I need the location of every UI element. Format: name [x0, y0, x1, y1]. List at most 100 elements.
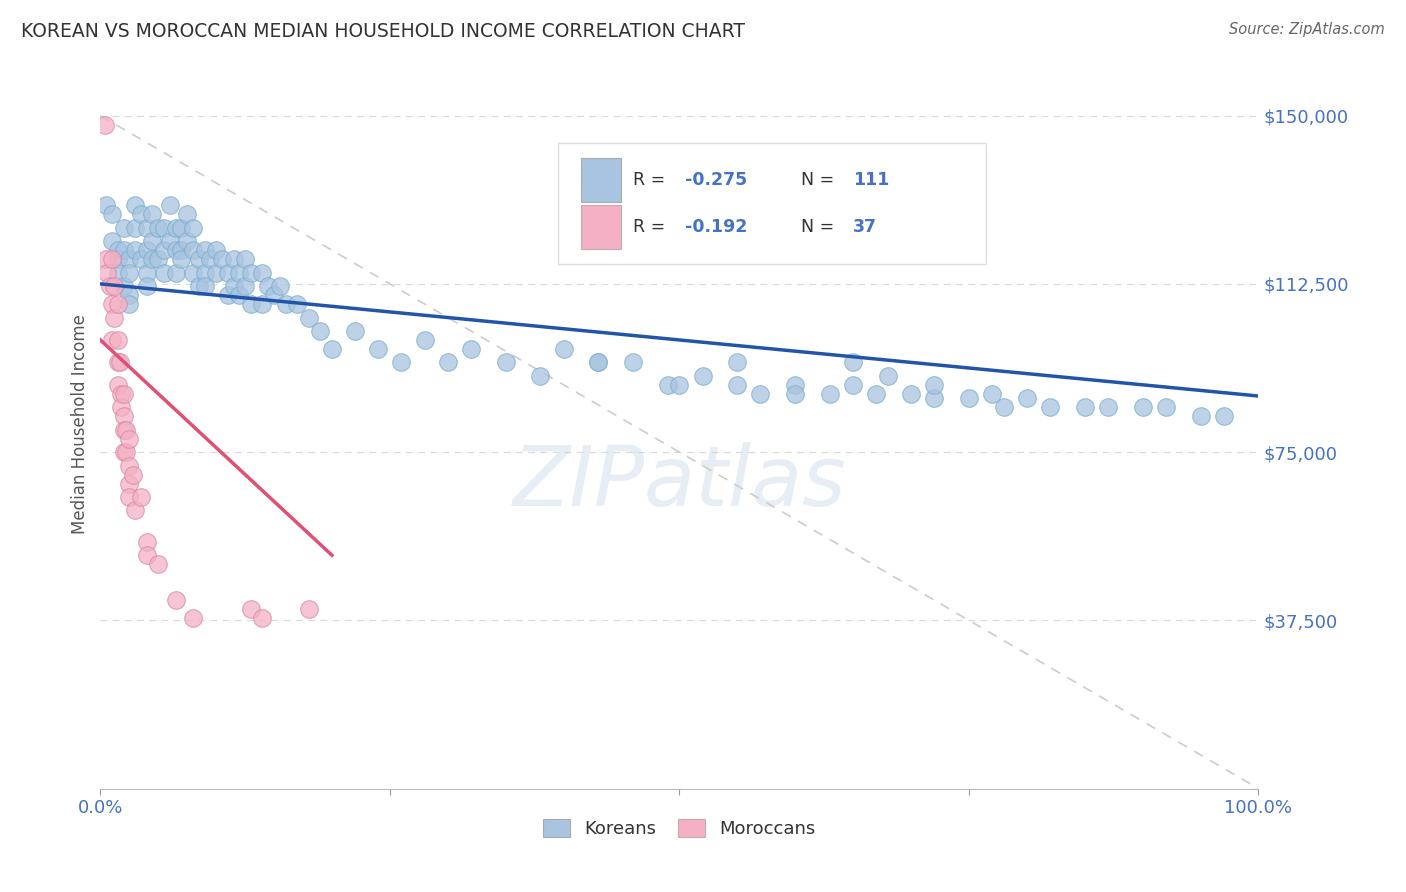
- Point: [194, 244, 217, 258]
- Point: [148, 220, 170, 235]
- Point: [222, 279, 245, 293]
- Point: [165, 593, 187, 607]
- Point: [1212, 409, 1234, 424]
- Point: [269, 279, 291, 293]
- Point: [148, 558, 170, 572]
- Point: [135, 220, 157, 235]
- Point: [112, 386, 135, 401]
- Point: [200, 252, 222, 267]
- Point: [118, 458, 141, 473]
- Point: [749, 386, 772, 401]
- Point: [1189, 409, 1212, 424]
- Point: [135, 279, 157, 293]
- Point: [124, 244, 146, 258]
- Point: [118, 252, 141, 267]
- Point: [107, 355, 129, 369]
- Point: [1074, 401, 1097, 415]
- Point: [124, 503, 146, 517]
- Point: [153, 266, 176, 280]
- Point: [285, 297, 308, 311]
- Point: [110, 401, 132, 415]
- Point: [239, 297, 262, 311]
- Point: [367, 342, 389, 356]
- FancyBboxPatch shape: [581, 205, 621, 249]
- Point: [725, 377, 748, 392]
- Point: [112, 220, 135, 235]
- FancyBboxPatch shape: [581, 158, 621, 202]
- Point: [98, 279, 121, 293]
- Point: [176, 207, 198, 221]
- Point: [118, 476, 141, 491]
- Point: [194, 266, 217, 280]
- Point: [112, 279, 135, 293]
- Point: [112, 445, 135, 459]
- Point: [101, 297, 124, 311]
- Point: [865, 386, 887, 401]
- Point: [298, 310, 321, 325]
- Point: [621, 355, 644, 369]
- FancyBboxPatch shape: [558, 144, 986, 264]
- Point: [94, 198, 117, 212]
- Point: [344, 324, 367, 338]
- Point: [135, 244, 157, 258]
- Point: [135, 534, 157, 549]
- Point: [460, 342, 482, 356]
- Text: ZIPatlas: ZIPatlas: [513, 442, 846, 523]
- Point: [993, 401, 1015, 415]
- Point: [818, 386, 841, 401]
- Text: KOREAN VS MOROCCAN MEDIAN HOUSEHOLD INCOME CORRELATION CHART: KOREAN VS MOROCCAN MEDIAN HOUSEHOLD INCO…: [21, 22, 745, 41]
- Point: [118, 266, 141, 280]
- Text: R =: R =: [633, 219, 671, 236]
- Point: [922, 391, 945, 405]
- Point: [222, 252, 245, 267]
- Point: [118, 288, 141, 302]
- Point: [124, 198, 146, 212]
- Point: [298, 602, 321, 616]
- Point: [101, 207, 124, 221]
- Point: [252, 297, 274, 311]
- Point: [141, 234, 163, 248]
- Text: -0.192: -0.192: [685, 219, 748, 236]
- Point: [842, 377, 865, 392]
- Point: [153, 220, 176, 235]
- Point: [842, 355, 865, 369]
- Point: [101, 333, 124, 347]
- Point: [94, 252, 117, 267]
- Text: 37: 37: [853, 219, 877, 236]
- Point: [529, 368, 551, 383]
- Point: [124, 220, 146, 235]
- Point: [181, 244, 204, 258]
- Point: [135, 549, 157, 563]
- Point: [1097, 401, 1119, 415]
- Legend: Koreans, Moroccans: Koreans, Moroccans: [536, 812, 823, 845]
- Point: [135, 266, 157, 280]
- Point: [187, 252, 209, 267]
- Point: [1154, 401, 1177, 415]
- Point: [114, 445, 136, 459]
- Point: [103, 310, 125, 325]
- Point: [785, 377, 807, 392]
- Point: [181, 611, 204, 625]
- Point: [159, 234, 181, 248]
- Text: R =: R =: [633, 171, 671, 189]
- Point: [153, 244, 176, 258]
- Point: [103, 279, 125, 293]
- Point: [228, 266, 250, 280]
- Point: [257, 279, 280, 293]
- Point: [159, 198, 181, 212]
- Point: [981, 386, 1004, 401]
- Point: [391, 355, 413, 369]
- Point: [1039, 401, 1062, 415]
- Point: [957, 391, 980, 405]
- Point: [217, 266, 239, 280]
- Point: [321, 342, 343, 356]
- Point: [121, 467, 143, 482]
- Point: [239, 266, 262, 280]
- Point: [165, 244, 187, 258]
- Point: [129, 207, 152, 221]
- Point: [228, 288, 250, 302]
- Point: [112, 409, 135, 424]
- Point: [107, 377, 129, 392]
- Point: [118, 432, 141, 446]
- Point: [181, 266, 204, 280]
